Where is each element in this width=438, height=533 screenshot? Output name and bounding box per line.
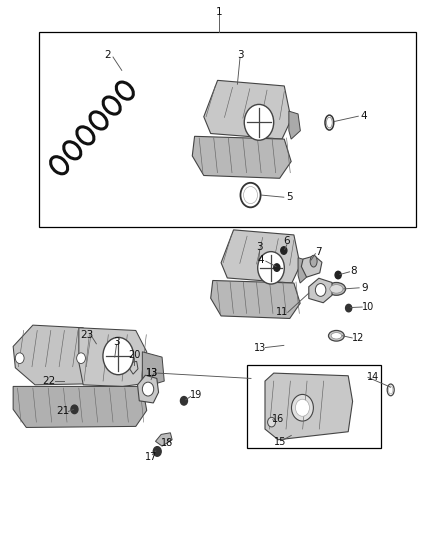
Polygon shape: [221, 230, 300, 283]
Circle shape: [315, 284, 326, 296]
Ellipse shape: [326, 117, 332, 128]
Text: 4: 4: [257, 255, 264, 265]
Ellipse shape: [325, 115, 334, 130]
Text: 4: 4: [360, 111, 367, 121]
Polygon shape: [13, 325, 92, 385]
Circle shape: [180, 397, 187, 405]
Text: 8: 8: [350, 266, 357, 276]
Text: 7: 7: [315, 247, 322, 256]
Text: 23: 23: [80, 330, 93, 340]
Ellipse shape: [389, 386, 393, 394]
Text: 16: 16: [272, 415, 284, 424]
Circle shape: [268, 417, 276, 427]
Polygon shape: [142, 352, 164, 386]
Ellipse shape: [64, 142, 81, 159]
Text: 9: 9: [361, 283, 368, 293]
Text: 15: 15: [274, 438, 286, 447]
Circle shape: [153, 447, 161, 456]
Polygon shape: [79, 328, 147, 386]
Text: 3: 3: [113, 337, 120, 347]
Text: 1: 1: [215, 7, 223, 17]
Ellipse shape: [90, 112, 107, 129]
Polygon shape: [301, 256, 322, 277]
Text: 2: 2: [104, 50, 111, 60]
Circle shape: [71, 405, 78, 414]
Text: 3: 3: [256, 243, 263, 252]
Circle shape: [244, 187, 258, 204]
Text: 13: 13: [146, 368, 158, 378]
Circle shape: [240, 183, 261, 207]
Text: 13: 13: [146, 368, 158, 378]
Circle shape: [346, 304, 352, 312]
Bar: [247, 365, 381, 448]
Polygon shape: [309, 278, 332, 303]
Ellipse shape: [310, 255, 317, 267]
Polygon shape: [265, 373, 353, 440]
Polygon shape: [192, 136, 291, 178]
Polygon shape: [155, 433, 172, 446]
Circle shape: [274, 264, 280, 271]
Ellipse shape: [331, 333, 342, 339]
Ellipse shape: [117, 82, 133, 99]
Circle shape: [15, 353, 24, 364]
Circle shape: [281, 247, 287, 254]
Bar: [39, 32, 416, 227]
Circle shape: [296, 399, 309, 416]
Text: 12: 12: [352, 333, 364, 343]
Ellipse shape: [51, 157, 67, 174]
Ellipse shape: [328, 330, 344, 341]
Polygon shape: [13, 386, 147, 427]
Circle shape: [258, 252, 284, 284]
Text: 3: 3: [237, 50, 244, 60]
Ellipse shape: [330, 285, 343, 293]
Circle shape: [103, 337, 134, 375]
Text: 14: 14: [367, 373, 379, 382]
Polygon shape: [289, 111, 300, 139]
Polygon shape: [204, 80, 291, 139]
Circle shape: [244, 104, 274, 140]
Text: 13: 13: [254, 343, 266, 352]
Text: 5: 5: [286, 192, 293, 202]
Text: 21: 21: [56, 407, 69, 416]
Text: 6: 6: [283, 237, 290, 246]
Circle shape: [142, 382, 154, 396]
Circle shape: [292, 394, 314, 421]
Ellipse shape: [103, 97, 120, 114]
Circle shape: [77, 353, 85, 364]
Circle shape: [335, 271, 341, 279]
Text: 18: 18: [161, 439, 173, 448]
Polygon shape: [298, 258, 308, 283]
Polygon shape: [130, 361, 138, 374]
Text: 19: 19: [190, 391, 202, 400]
Polygon shape: [138, 375, 159, 403]
Text: 20: 20: [128, 350, 141, 360]
Text: 22: 22: [42, 376, 56, 386]
Text: 10: 10: [362, 302, 374, 312]
Polygon shape: [211, 280, 300, 319]
Ellipse shape: [327, 282, 346, 295]
Text: 17: 17: [145, 452, 157, 462]
Ellipse shape: [387, 384, 394, 395]
Ellipse shape: [77, 127, 94, 144]
Text: 11: 11: [276, 308, 288, 317]
